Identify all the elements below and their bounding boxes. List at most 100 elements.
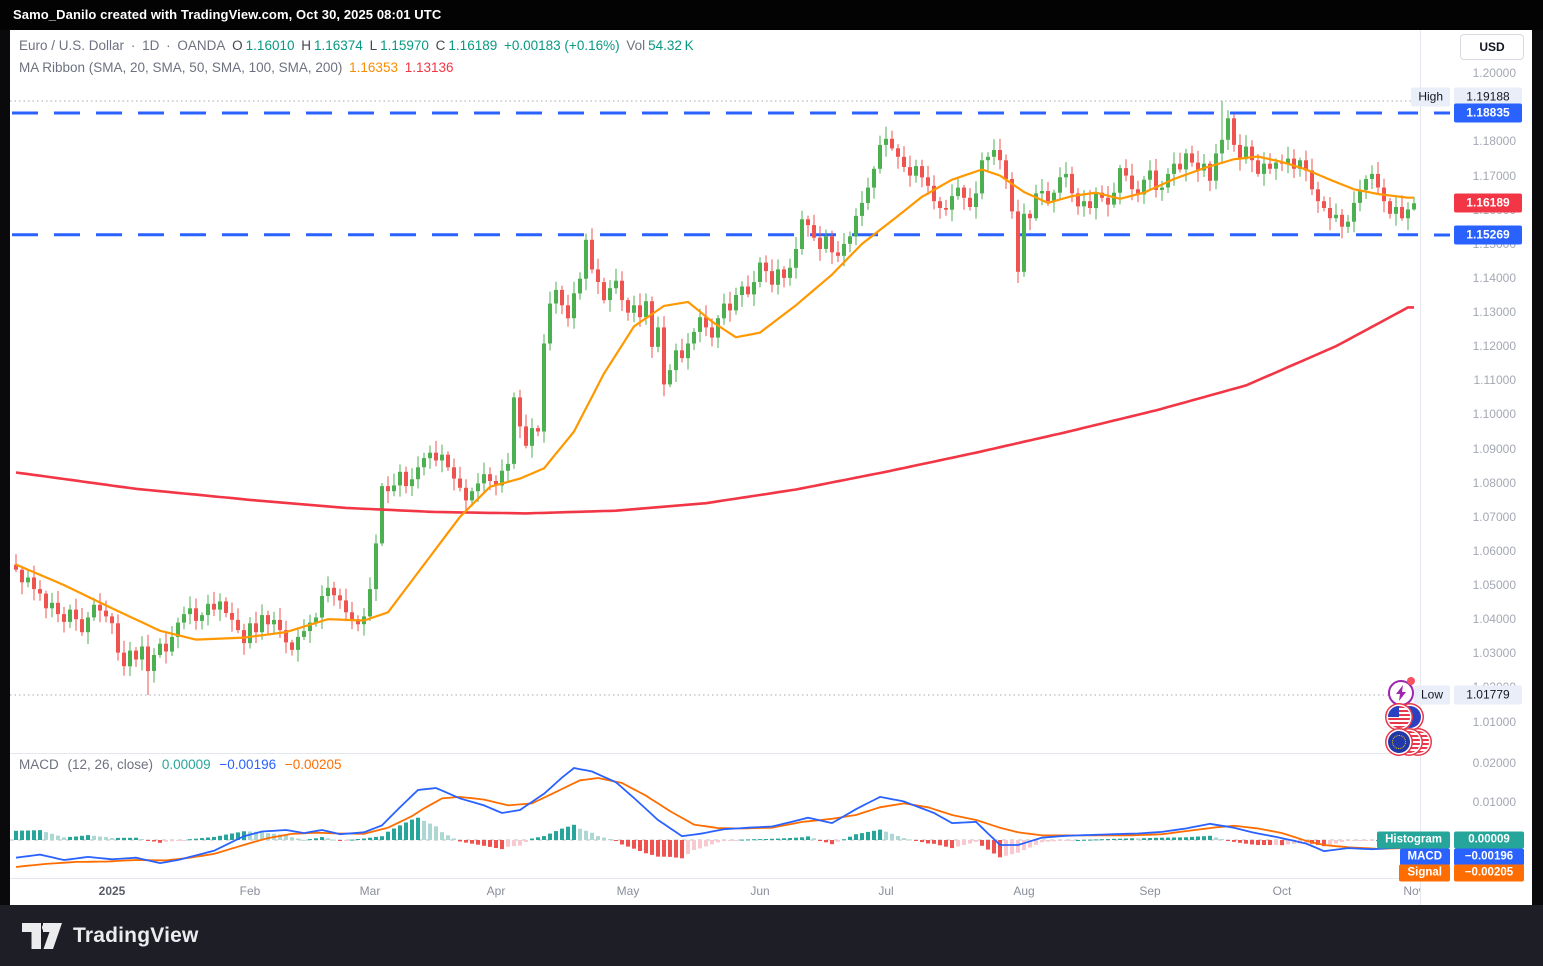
close-label: C bbox=[435, 38, 446, 53]
sma200-value: 1.13136 bbox=[404, 60, 454, 75]
macd-row-name-histogram: Histogram bbox=[1377, 831, 1450, 849]
tradingview-logo-mark bbox=[22, 923, 62, 949]
symbol-legend[interactable]: Euro / U.S. Dollar · 1D · OANDA O 1.16010… bbox=[19, 35, 697, 79]
price-tick: 1.17000 bbox=[1472, 169, 1516, 183]
month-label-jun[interactable]: Jun bbox=[750, 884, 770, 898]
month-label-oct[interactable]: Oct bbox=[1272, 884, 1292, 898]
attribution-text: Samo_Danilo created with TradingView.com… bbox=[13, 7, 442, 22]
low-value-label: 1.01779 bbox=[1454, 685, 1522, 705]
pane-separator[interactable] bbox=[10, 753, 1532, 754]
macd-signal-value: −0.00205 bbox=[284, 757, 342, 772]
tradingview-logo[interactable]: TradingView bbox=[22, 922, 199, 950]
macd-pane[interactable] bbox=[10, 753, 1420, 878]
price-tick: 1.06000 bbox=[1472, 544, 1516, 558]
macd-tick: 0.02000 bbox=[1472, 756, 1516, 770]
month-label-feb[interactable]: Feb bbox=[239, 884, 261, 898]
price-tick: 1.18000 bbox=[1472, 134, 1516, 148]
eu-flag-icon[interactable] bbox=[1386, 729, 1434, 755]
us-flag-canton bbox=[1388, 706, 1399, 717]
price-tick: 1.01000 bbox=[1472, 715, 1516, 729]
macd-label[interactable]: MACD bbox=[19, 757, 59, 772]
flash-event-icon[interactable] bbox=[1387, 677, 1415, 707]
attribution-bar: Samo_Danilo created with TradingView.com… bbox=[0, 0, 1543, 30]
price-tick: 1.09000 bbox=[1472, 442, 1516, 456]
sma20-line[interactable] bbox=[15, 155, 1414, 641]
price-tick: 1.11000 bbox=[1473, 373, 1517, 387]
eu-flag-circle bbox=[1388, 731, 1410, 753]
price-tick: 1.13000 bbox=[1472, 305, 1516, 319]
macd-params: (12, 26, close) bbox=[67, 757, 154, 772]
macd-row-name-macd: MACD bbox=[1399, 848, 1450, 865]
macd-row-value-histogram: 0.00009 bbox=[1454, 831, 1524, 849]
time-axis[interactable]: 2025 Feb Mar Apr May Jun Jul Aug Sep Oct Nov bbox=[10, 878, 1425, 905]
signal-line[interactable] bbox=[15, 777, 1414, 868]
volume-value: 54.32 K bbox=[648, 38, 694, 53]
last-price-label: 1.16189 bbox=[1454, 193, 1522, 213]
high-value: 1.16374 bbox=[314, 38, 363, 53]
macd-legend[interactable]: MACD (12, 26, close) 0.00009 −0.00196 −0… bbox=[19, 757, 347, 772]
price-tick: 1.08000 bbox=[1472, 476, 1516, 490]
change-value: +0.00183 (+0.16%) bbox=[504, 38, 620, 53]
macd-row-value-signal: −0.00205 bbox=[1454, 864, 1524, 882]
candlestick-series[interactable] bbox=[14, 101, 1416, 695]
sma20-value: 1.16353 bbox=[349, 60, 398, 75]
ma-ribbon-label[interactable]: MA Ribbon (SMA, 20, SMA, 50, SMA, 100, S… bbox=[19, 60, 343, 75]
month-label-2025[interactable]: 2025 bbox=[98, 884, 126, 898]
notification-dot bbox=[1407, 677, 1415, 685]
price-tick: 1.14000 bbox=[1472, 271, 1516, 285]
support-price-label: 1.15269 bbox=[1454, 225, 1522, 245]
eu-stars-ring bbox=[1392, 735, 1406, 749]
price-tick: 1.05000 bbox=[1472, 578, 1516, 592]
low-label: Low bbox=[1413, 685, 1450, 705]
price-tick: 1.04000 bbox=[1472, 612, 1516, 626]
price-pane[interactable] bbox=[10, 30, 1420, 753]
chart-area[interactable]: Euro / U.S. Dollar · 1D · OANDA O 1.16010… bbox=[10, 30, 1532, 905]
resistance-price-label: 1.18835 bbox=[1454, 103, 1522, 123]
month-label-apr[interactable]: Apr bbox=[486, 884, 506, 898]
us-flag-icon[interactable] bbox=[1386, 704, 1434, 730]
price-tick: 1.10000 bbox=[1472, 407, 1516, 421]
level-lines bbox=[10, 100, 1420, 696]
symbol-legend-row1: Euro / U.S. Dollar · 1D · OANDA O 1.16010… bbox=[19, 38, 694, 53]
macd-line-value: −0.00196 bbox=[219, 757, 277, 772]
open-label: O bbox=[232, 38, 243, 53]
price-tick: 1.07000 bbox=[1472, 510, 1516, 524]
exchange: OANDA bbox=[177, 38, 226, 53]
macd-line[interactable] bbox=[15, 767, 1414, 865]
open-value: 1.16010 bbox=[245, 38, 295, 53]
symbol-name[interactable]: Euro / U.S. Dollar bbox=[19, 38, 125, 53]
currency-button[interactable]: USD bbox=[1460, 34, 1524, 60]
low-label: L bbox=[369, 38, 378, 53]
interval[interactable]: 1D bbox=[142, 38, 160, 53]
price-tick: 1.20000 bbox=[1472, 66, 1516, 80]
price-tick: 1.12000 bbox=[1472, 339, 1516, 353]
high-value-label: 1.19188 bbox=[1454, 87, 1522, 107]
footer-bar: TradingView bbox=[0, 905, 1543, 966]
close-value: 1.16189 bbox=[448, 38, 498, 53]
month-label-nov[interactable]: Nov bbox=[1403, 884, 1425, 898]
macd-histogram bbox=[14, 817, 1416, 859]
volume-label: Vol bbox=[626, 38, 646, 53]
resistance-price-label-dash bbox=[1434, 111, 1450, 115]
month-label-mar[interactable]: Mar bbox=[359, 884, 381, 898]
support-price-label-dash bbox=[1434, 233, 1450, 237]
macd-row-name-signal: Signal bbox=[1399, 864, 1450, 882]
sma200-line[interactable] bbox=[15, 306, 1414, 515]
macd-histogram-value: 0.00009 bbox=[161, 757, 211, 772]
high-label: H bbox=[301, 38, 311, 53]
price-tick: 1.03000 bbox=[1472, 646, 1516, 660]
month-label-aug[interactable]: Aug bbox=[1013, 884, 1035, 898]
month-label-sep[interactable]: Sep bbox=[1139, 884, 1161, 898]
time-axis-separator bbox=[10, 878, 1532, 879]
lightning-glyph bbox=[1396, 685, 1406, 701]
price-axis[interactable]: USD 1.200001.180001.170001.160001.150001… bbox=[1377, 30, 1532, 905]
macd-tick: 0.01000 bbox=[1472, 795, 1516, 809]
low-value: 1.15970 bbox=[380, 38, 429, 53]
month-label-jul[interactable]: Jul bbox=[878, 884, 894, 898]
ma-ribbon-row[interactable]: MA Ribbon (SMA, 20, SMA, 50, SMA, 100, S… bbox=[19, 57, 697, 79]
high-label: High bbox=[1411, 87, 1450, 107]
month-label-may[interactable]: May bbox=[616, 884, 640, 898]
us-flag-circle bbox=[1388, 706, 1410, 728]
tradingview-logo-text: TradingView bbox=[73, 924, 199, 947]
